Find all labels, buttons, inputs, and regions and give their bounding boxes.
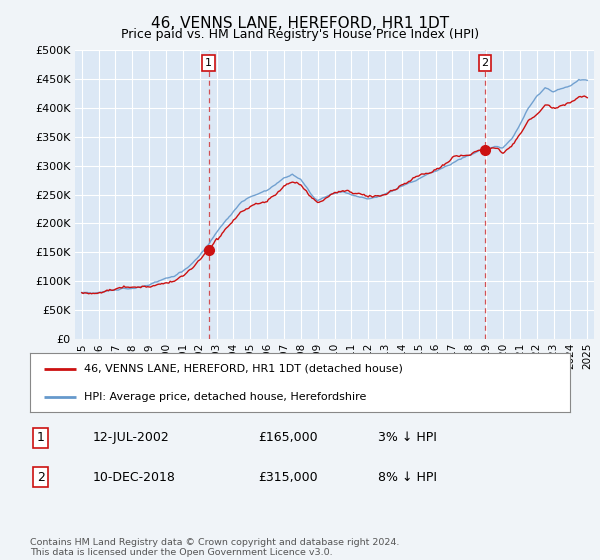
Text: 3% ↓ HPI: 3% ↓ HPI xyxy=(378,431,437,445)
Text: 46, VENNS LANE, HEREFORD, HR1 1DT (detached house): 46, VENNS LANE, HEREFORD, HR1 1DT (detac… xyxy=(84,363,403,374)
Text: Price paid vs. HM Land Registry's House Price Index (HPI): Price paid vs. HM Land Registry's House … xyxy=(121,28,479,41)
Text: 8% ↓ HPI: 8% ↓ HPI xyxy=(378,470,437,484)
Text: 2: 2 xyxy=(37,470,45,484)
Text: Contains HM Land Registry data © Crown copyright and database right 2024.
This d: Contains HM Land Registry data © Crown c… xyxy=(30,538,400,557)
Text: 1: 1 xyxy=(205,58,212,68)
Text: 10-DEC-2018: 10-DEC-2018 xyxy=(93,470,176,484)
Text: £315,000: £315,000 xyxy=(258,470,317,484)
Text: 1: 1 xyxy=(37,431,45,445)
Text: 12-JUL-2002: 12-JUL-2002 xyxy=(93,431,170,445)
Text: £165,000: £165,000 xyxy=(258,431,317,445)
Text: 2: 2 xyxy=(482,58,489,68)
Text: 46, VENNS LANE, HEREFORD, HR1 1DT: 46, VENNS LANE, HEREFORD, HR1 1DT xyxy=(151,16,449,31)
Text: HPI: Average price, detached house, Herefordshire: HPI: Average price, detached house, Here… xyxy=(84,392,367,402)
